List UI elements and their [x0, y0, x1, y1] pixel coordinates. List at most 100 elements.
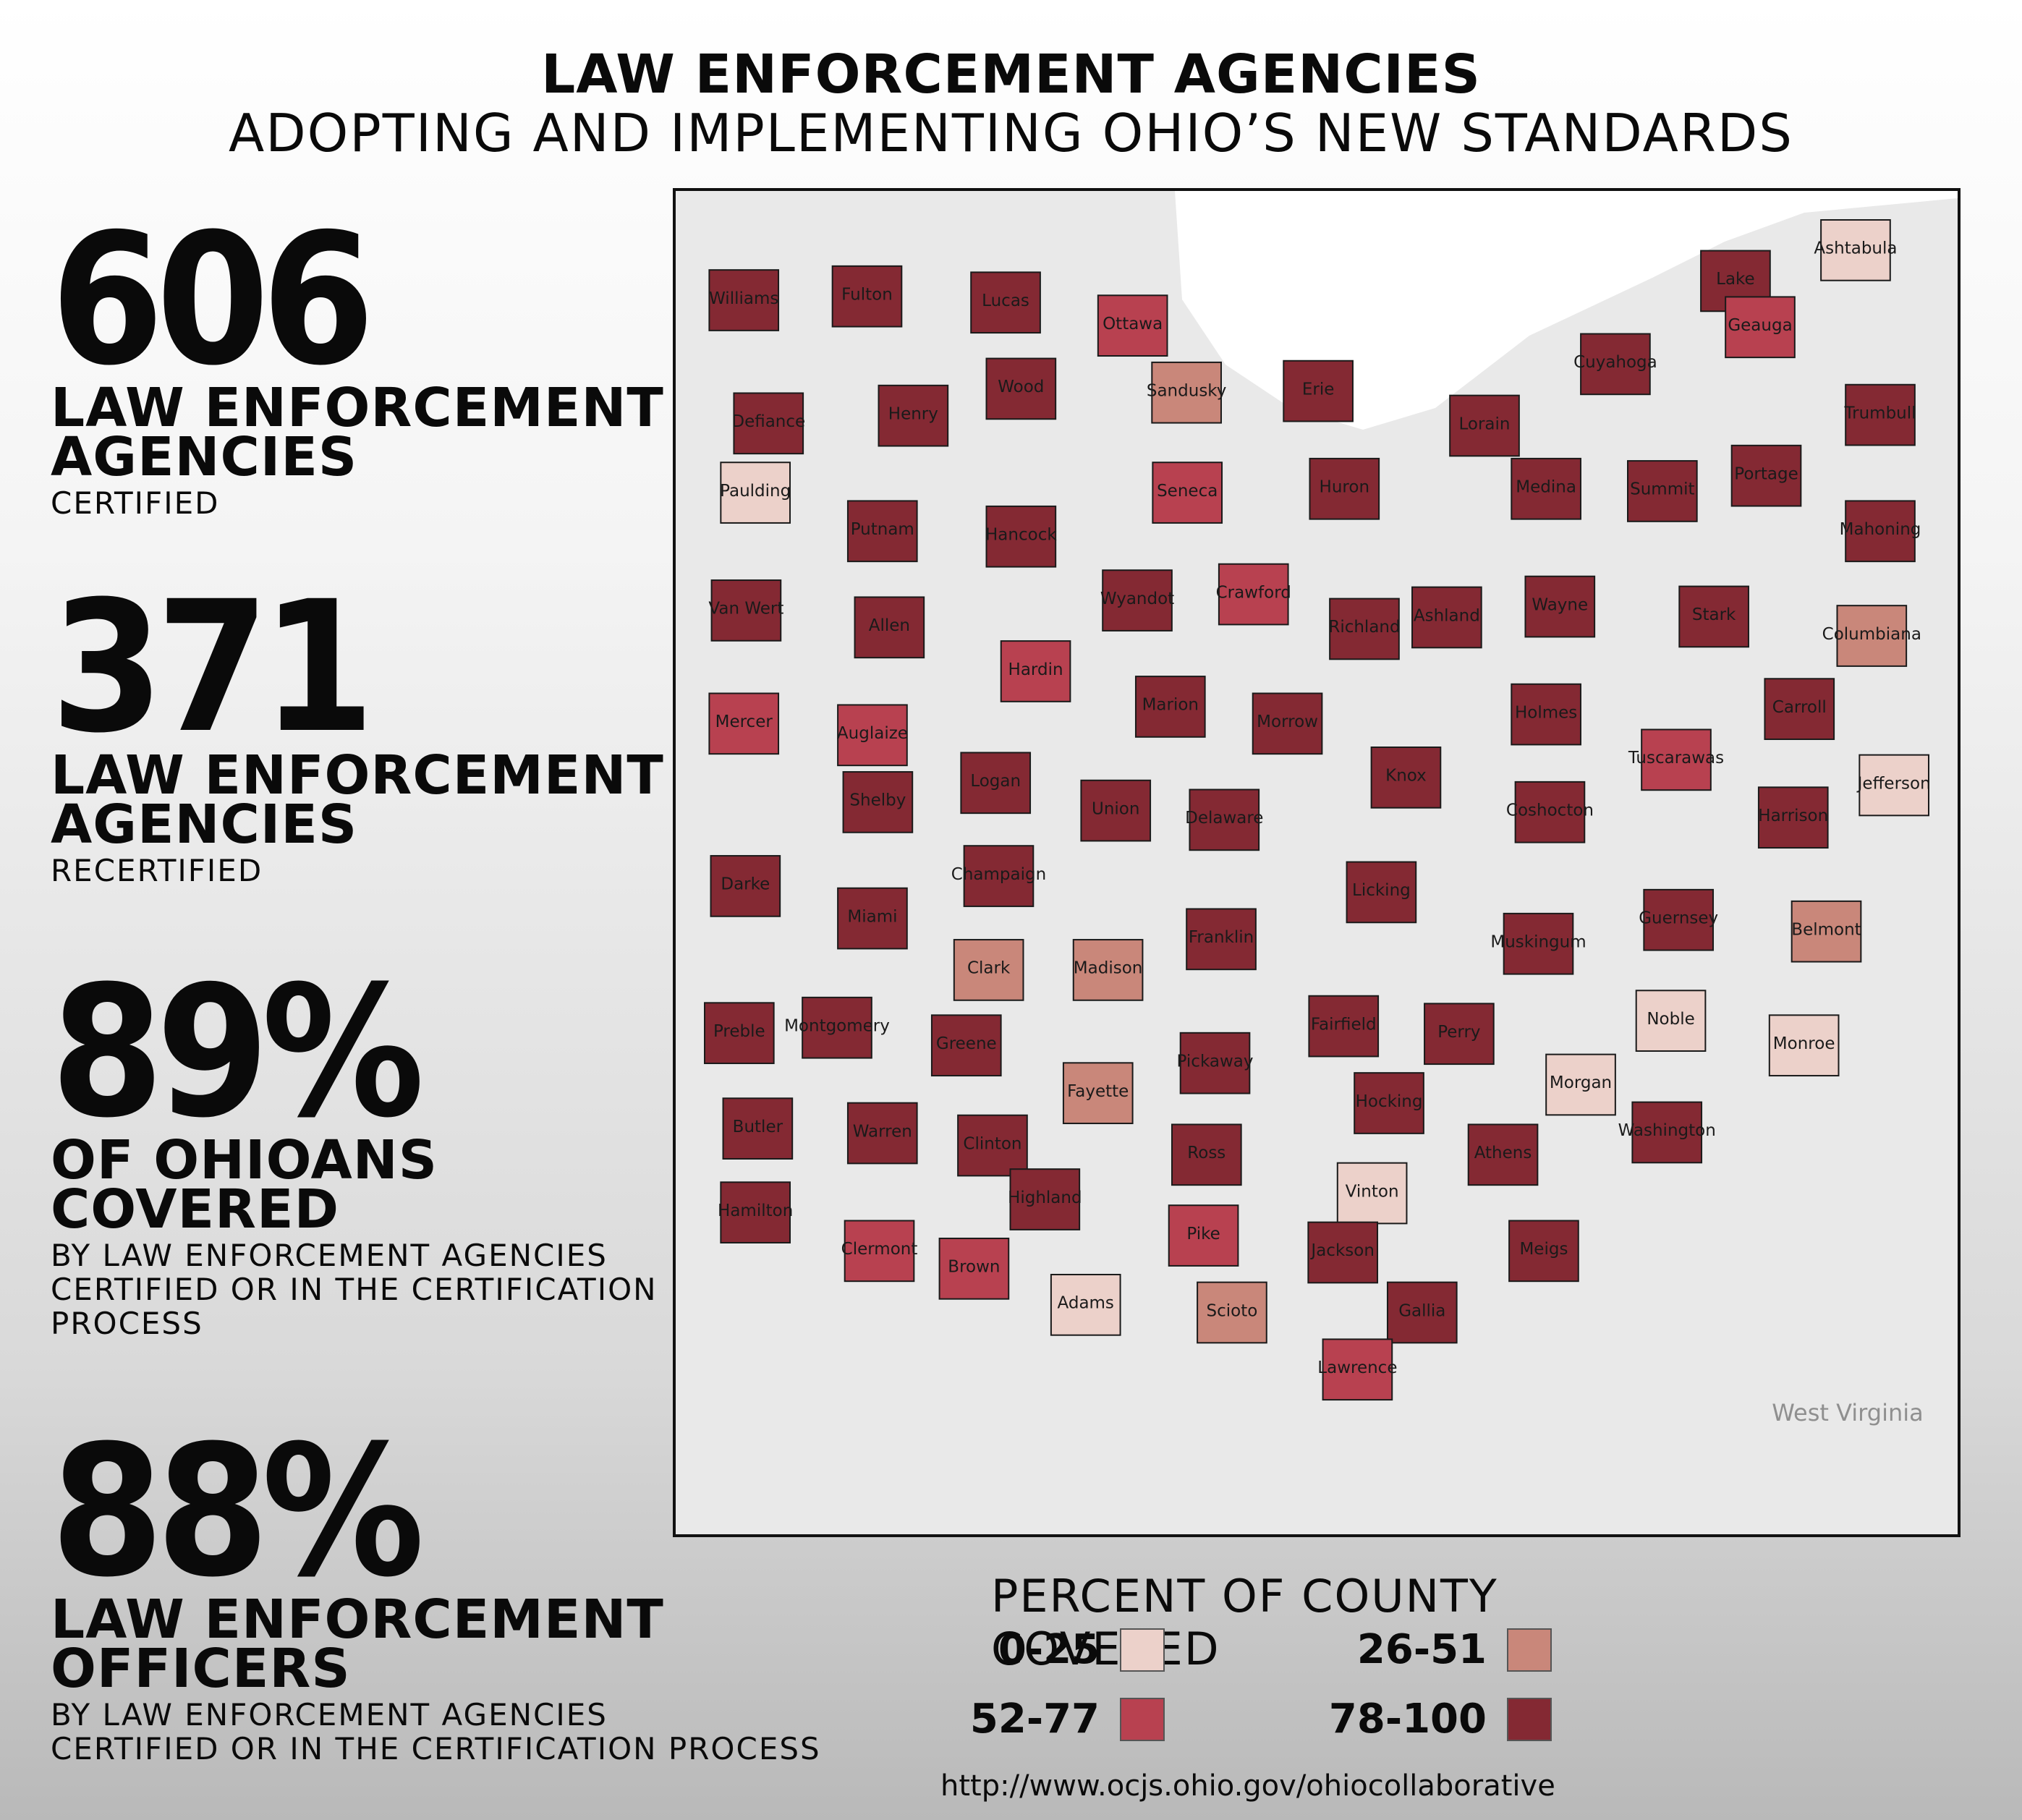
county-butler	[722, 1097, 794, 1160]
county-allen	[854, 596, 925, 659]
county-label: Geauga	[1728, 316, 1792, 335]
county-label: Darke	[721, 875, 770, 894]
legend-item-0-25: 0-25	[940, 1626, 1165, 1673]
stat-value: 89%	[51, 947, 425, 1157]
county-label: Lucas	[982, 292, 1029, 310]
county-columbiana	[1836, 605, 1908, 667]
county-label: Ashland	[1414, 606, 1480, 625]
county-hardin	[1000, 640, 1071, 702]
county-muskingum	[1503, 912, 1574, 975]
county-label: Madison	[1074, 959, 1143, 978]
county-label: Clark	[967, 959, 1011, 978]
county-highland	[1009, 1168, 1081, 1230]
county-label: Knox	[1385, 767, 1427, 786]
county-morrow	[1252, 692, 1323, 755]
stat-label-line1: OF OHIOANS	[51, 1129, 438, 1191]
county-wyandot	[1102, 569, 1173, 632]
county-label: Champaign	[951, 865, 1046, 884]
county-label-layer: Williams Fulton Lucas Ottawa Wood Henry Defian…	[708, 239, 1930, 1377]
county-williams	[708, 269, 780, 331]
county-licking	[1346, 861, 1417, 924]
county-label: Stark	[1692, 605, 1736, 624]
legend-item-26-51: 26-51	[1328, 1626, 1552, 1673]
county-layer	[704, 219, 1930, 1401]
county-label: Columbiana	[1822, 625, 1921, 644]
county-richland	[1329, 598, 1400, 660]
stat-sub-line: PROCESS	[51, 1306, 203, 1342]
county-label: Belmont	[1791, 920, 1861, 939]
county-wood	[985, 357, 1057, 420]
stat-label-line1: LAW ENFORCEMENT	[51, 1589, 664, 1651]
county-label: Summit	[1630, 480, 1694, 499]
county-label: Van Wert	[708, 600, 783, 618]
county-label: Lawrence	[1317, 1358, 1397, 1377]
county-adams	[1050, 1273, 1121, 1336]
legend-swatch	[1120, 1628, 1165, 1672]
legend-range: 78-100	[1328, 1696, 1487, 1743]
county-label: Shelby	[849, 791, 906, 810]
county-lucas	[970, 271, 1041, 334]
county-label: Carroll	[1772, 698, 1827, 717]
stat-ohioans-covered: 89% OF OHIOANS COVERED BY LAW ENFORCEMEN…	[51, 947, 687, 1342]
county-jefferson	[1859, 754, 1930, 817]
county-label: Adams	[1058, 1294, 1114, 1313]
county-label: Huron	[1320, 478, 1369, 497]
county-scioto	[1197, 1281, 1267, 1344]
county-label: Greene	[936, 1034, 997, 1053]
county-label: Gallia	[1398, 1301, 1445, 1320]
county-label: Washington	[1618, 1121, 1716, 1140]
county-meigs	[1508, 1220, 1579, 1283]
county-label: Henry	[888, 404, 938, 423]
county-shelby	[842, 771, 914, 833]
stat-officers-covered: 88% LAW ENFORCEMENT OFFICERS BY LAW ENFO…	[51, 1406, 846, 1767]
county-hancock	[985, 505, 1057, 568]
county-fairfield	[1308, 995, 1380, 1058]
county-union	[1080, 779, 1152, 842]
county-carroll	[1764, 678, 1835, 740]
county-label: Licking	[1352, 881, 1411, 900]
county-paulding	[720, 462, 791, 524]
county-pike	[1168, 1204, 1239, 1267]
county-champaign	[963, 845, 1035, 907]
county-label: Sandusky	[1147, 382, 1227, 401]
county-label: Logan	[970, 772, 1021, 791]
county-label: Ottawa	[1103, 315, 1163, 333]
county-perry	[1424, 1003, 1495, 1066]
county-brown	[938, 1237, 1010, 1300]
stat-value: 88%	[51, 1406, 425, 1617]
county-ashland	[1411, 586, 1482, 649]
stat-sub-line: CERTIFIED OR IN THE CERTIFICATION PROCES…	[51, 1731, 821, 1767]
county-summit	[1627, 460, 1698, 522]
legend-swatch	[1507, 1697, 1552, 1741]
county-hamilton	[720, 1181, 791, 1243]
county-label: Tuscarawas	[1628, 749, 1724, 767]
county-washington	[1631, 1101, 1703, 1164]
stat-label-line2: AGENCIES	[51, 426, 358, 489]
county-pickaway	[1179, 1032, 1251, 1094]
stat-sub-line: CERTIFIED	[51, 485, 220, 522]
source-url[interactable]: http://www.ocjs.ohio.gov/ohiocollaborati…	[940, 1769, 1555, 1803]
county-label: Montgomery	[784, 1017, 890, 1036]
county-huron	[1309, 457, 1380, 520]
county-miami	[837, 887, 908, 950]
county-label: Muskingum	[1490, 933, 1586, 952]
county-jackson	[1307, 1221, 1379, 1284]
legend-range: 26-51	[1356, 1626, 1487, 1673]
county-label: Morrow	[1257, 713, 1318, 731]
county-cuyahoga	[1580, 333, 1651, 396]
county-label: Lake	[1716, 270, 1755, 289]
stat-value: 371	[51, 562, 375, 773]
county-label: Medina	[1516, 478, 1576, 497]
county-label: Athens	[1474, 1144, 1532, 1162]
county-label: Fairfield	[1311, 1015, 1377, 1034]
county-label: Cuyahoga	[1573, 353, 1657, 372]
county-ashtabula	[1820, 219, 1891, 281]
county-ottawa	[1097, 294, 1168, 357]
stat-value: 606	[51, 195, 375, 405]
county-mercer	[708, 692, 780, 755]
county-label: Pike	[1186, 1225, 1220, 1243]
county-label: Marion	[1142, 696, 1199, 715]
county-monroe	[1768, 1014, 1840, 1077]
stat-label-line2: OFFICERS	[51, 1638, 351, 1701]
county-label: Brown	[948, 1258, 1000, 1277]
